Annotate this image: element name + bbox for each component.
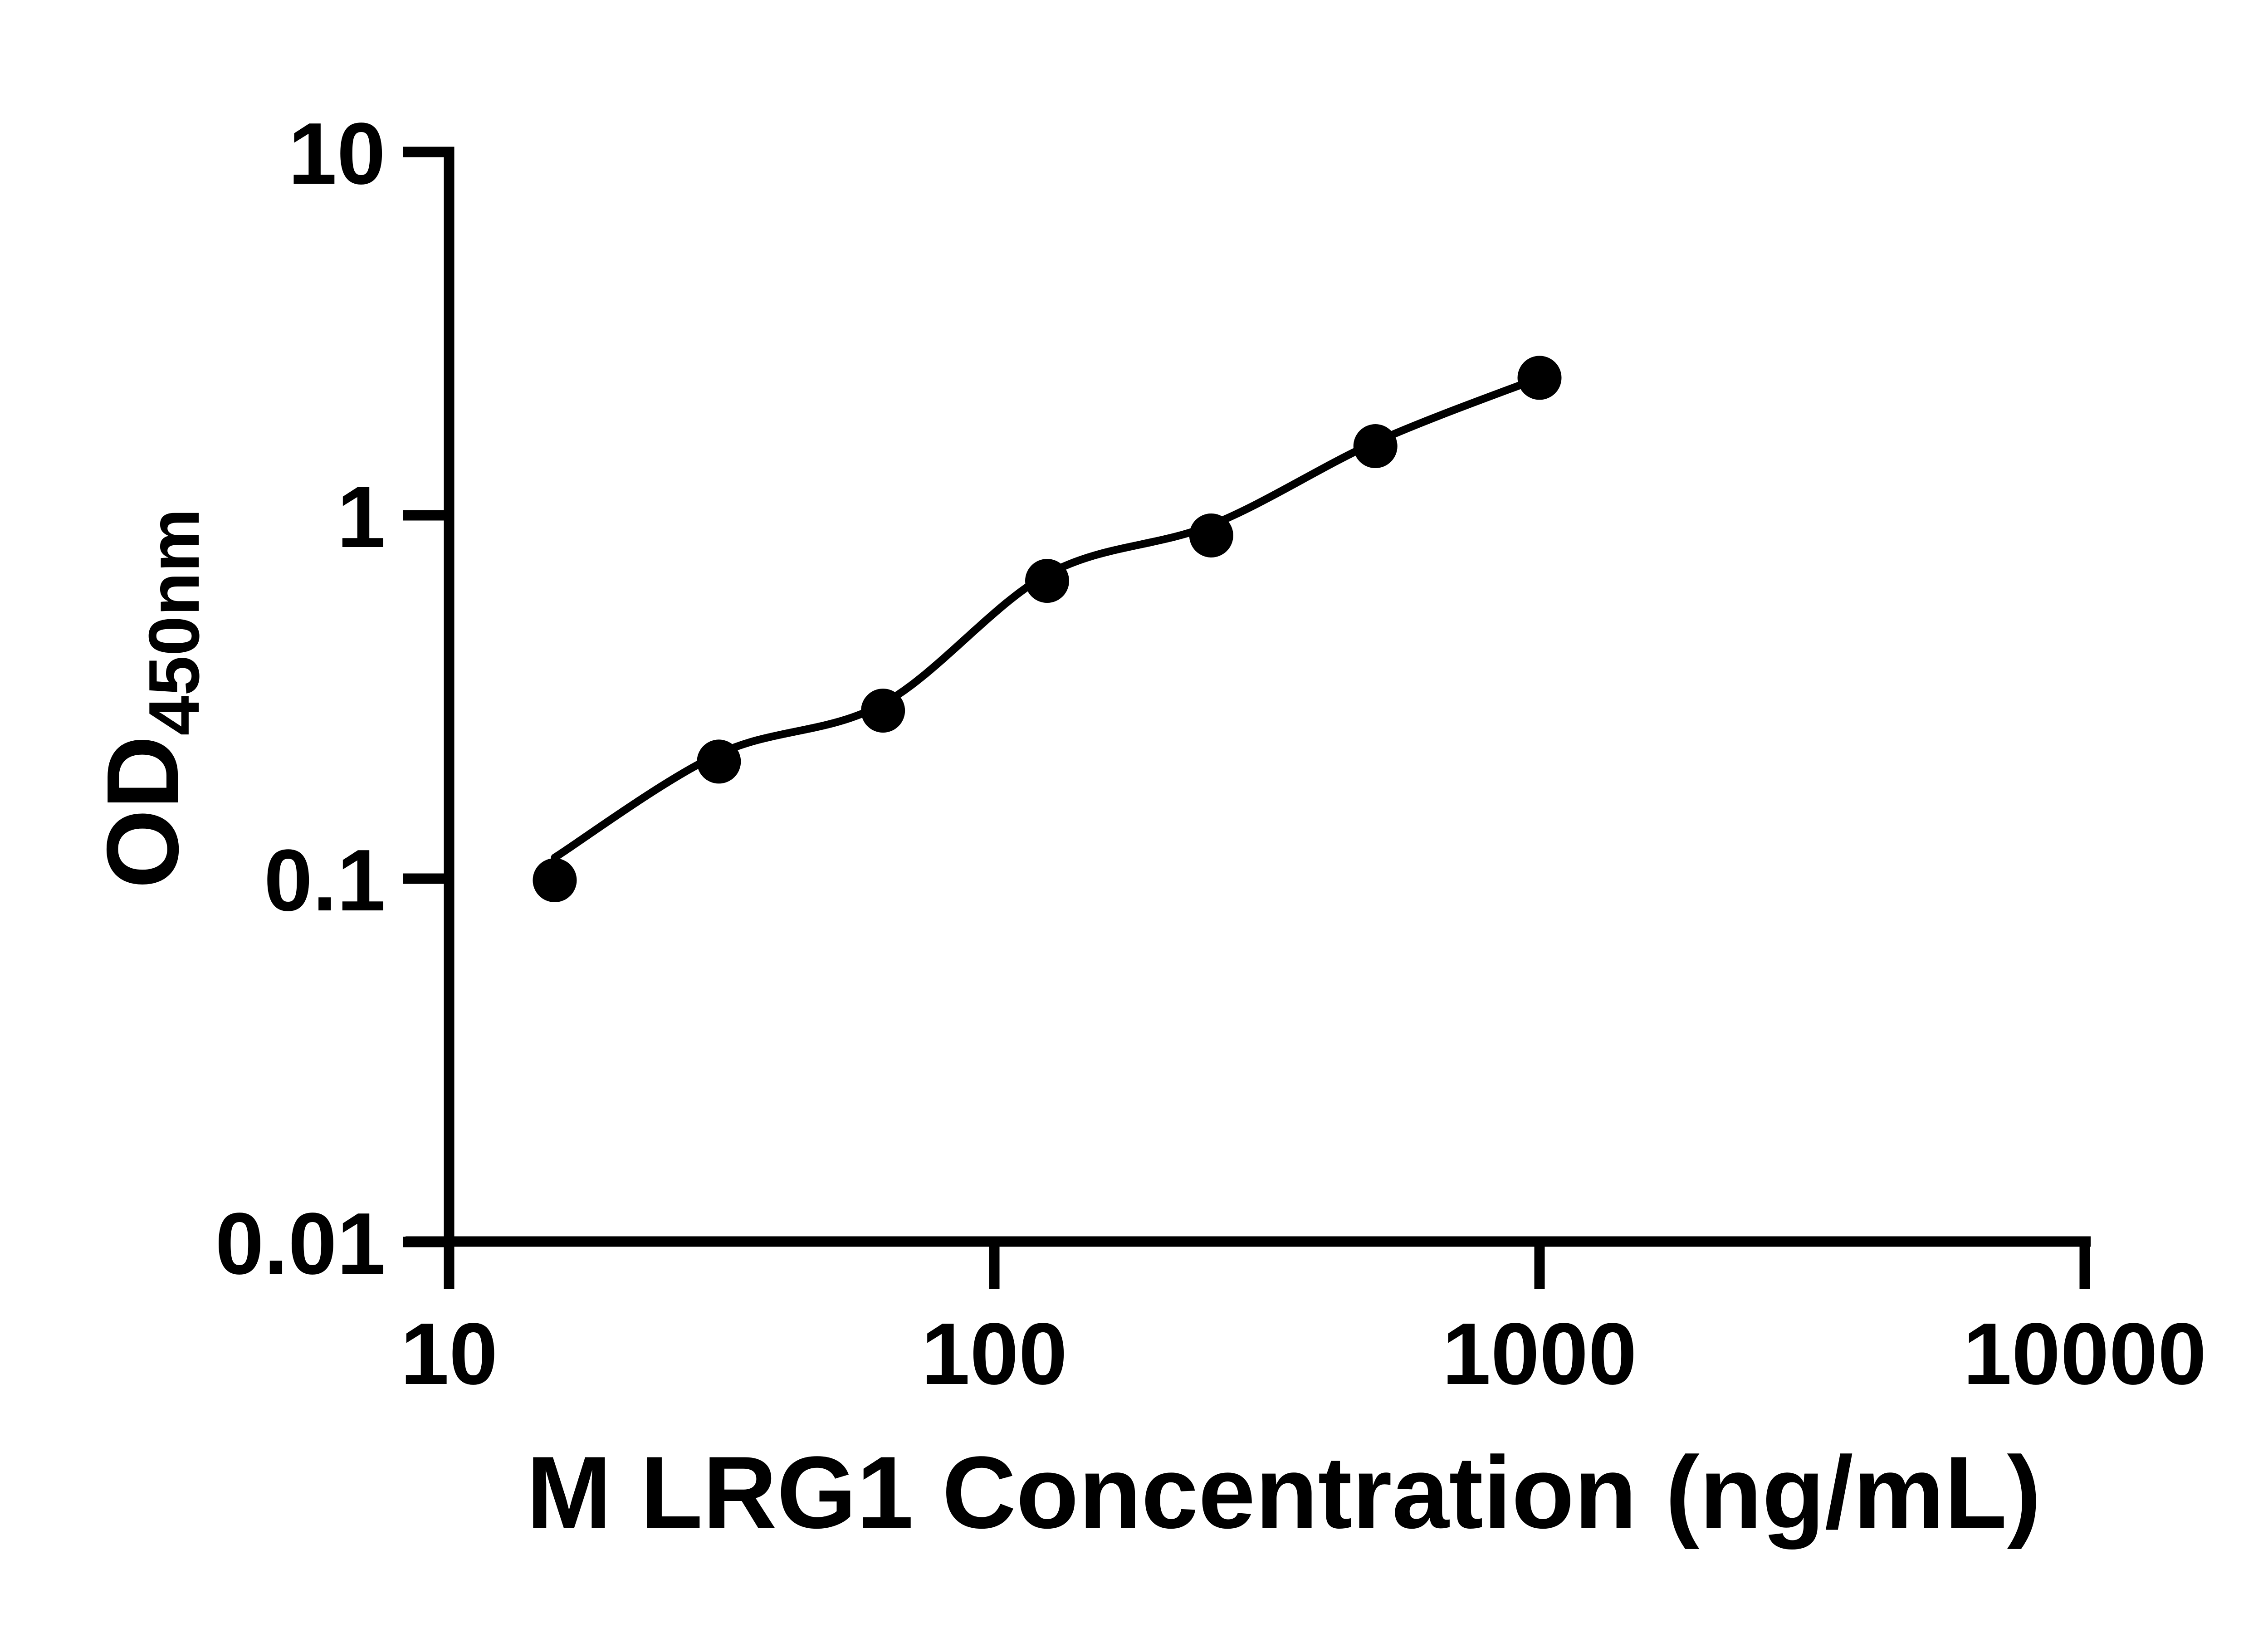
data-point-marker <box>697 739 741 784</box>
data-point-marker <box>861 689 905 733</box>
data-point-marker <box>1025 559 1069 603</box>
y-tick-label: 0.1 <box>264 831 386 929</box>
y-axis-title-subscript: 450nm <box>134 508 214 736</box>
y-tick-label: 0.01 <box>215 1194 386 1292</box>
y-tick-label: 1 <box>337 468 386 566</box>
y-axis-title-main: OD <box>85 736 200 889</box>
x-tick-label: 10000 <box>1963 1305 2207 1403</box>
x-tick-label: 100 <box>921 1305 1067 1403</box>
data-point-marker <box>1517 356 1562 400</box>
y-tick-label: 10 <box>288 104 386 202</box>
data-point-marker <box>533 858 577 902</box>
y-axis-title: OD450nm <box>85 508 214 889</box>
x-tick-label: 1000 <box>1442 1305 1637 1403</box>
x-axis-title: M LRG1 Concentration (ng/mL) <box>526 1435 2041 1550</box>
x-tick-label: 10 <box>401 1305 498 1403</box>
data-point-marker <box>1353 424 1398 469</box>
data-point-marker <box>1189 513 1233 557</box>
